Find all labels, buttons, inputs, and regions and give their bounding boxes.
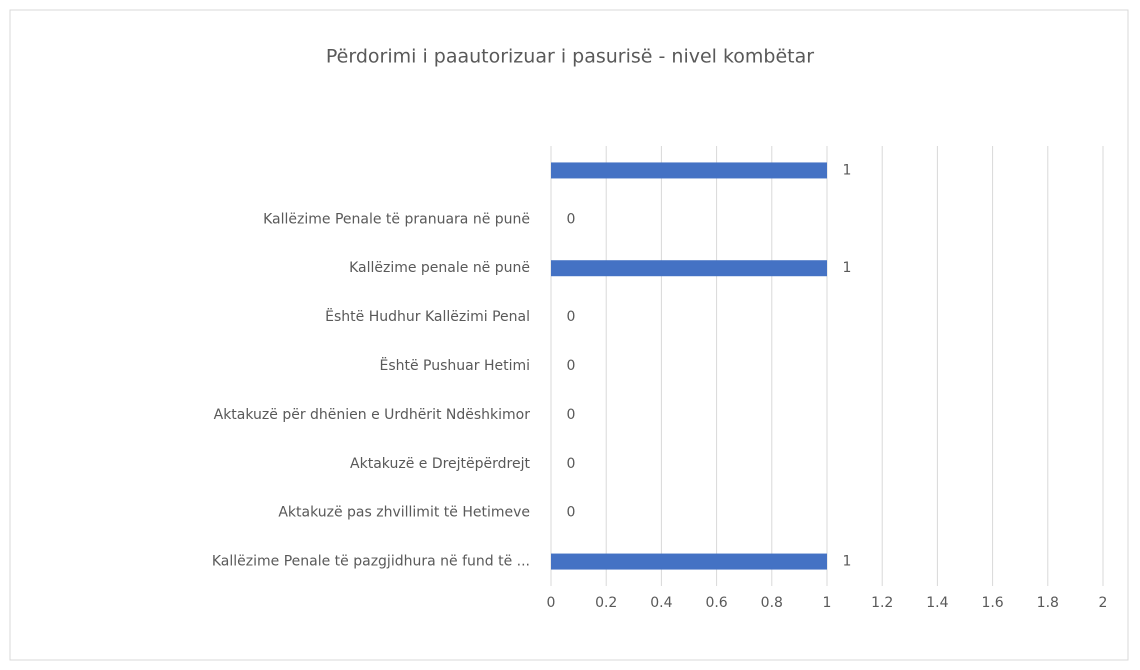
y-tick-label: Aktakuzë pas zhvillimit të Hetimeve [278,505,530,521]
x-tick-label: 0 [547,595,556,611]
x-tick-label: 1.2 [871,595,893,611]
chart-title: Përdorimi i paautorizuar i pasurisë - ni… [326,46,814,68]
data-label: 0 [567,358,576,374]
bar [551,162,827,179]
data-label: 0 [567,211,576,227]
data-label: 1 [843,554,852,570]
x-tick-label: 2 [1099,595,1108,611]
x-tick-label: 0.8 [761,595,783,611]
x-tick-label: 0.4 [650,595,672,611]
y-tick-label: Është Pushuar Hetimi [379,356,530,374]
data-label: 1 [843,162,852,178]
x-tick-label: 1.8 [1037,595,1059,611]
x-tick-label: 1.6 [981,595,1003,611]
data-label: 0 [567,309,576,325]
y-tick-label: Kallëzime Penale të pranuara në punë [263,211,530,227]
bar [551,553,827,570]
data-label: 0 [567,407,576,423]
x-tick-label: 1 [823,595,832,611]
x-tick-label: 0.2 [595,595,617,611]
x-tick-label: 1.4 [926,595,948,611]
x-tick-label: 0.6 [705,595,727,611]
y-tick-label: Aktakuzë për dhënien e Urdhërit Ndëshkim… [214,407,531,423]
bar [551,260,827,277]
y-tick-label: Është Hudhur Kallëzimi Penal [325,307,530,325]
y-tick-label: Aktakuzë e Drejtëpërdrejt [350,456,530,472]
chart-border [9,9,1129,661]
data-label: 0 [567,505,576,521]
y-tick-label: Kallëzime penale në punë [349,260,530,276]
data-label: 0 [567,456,576,472]
y-tick-label: Kallëzime Penale të pazgjidhura në fund … [212,554,530,570]
data-label: 1 [843,260,852,276]
